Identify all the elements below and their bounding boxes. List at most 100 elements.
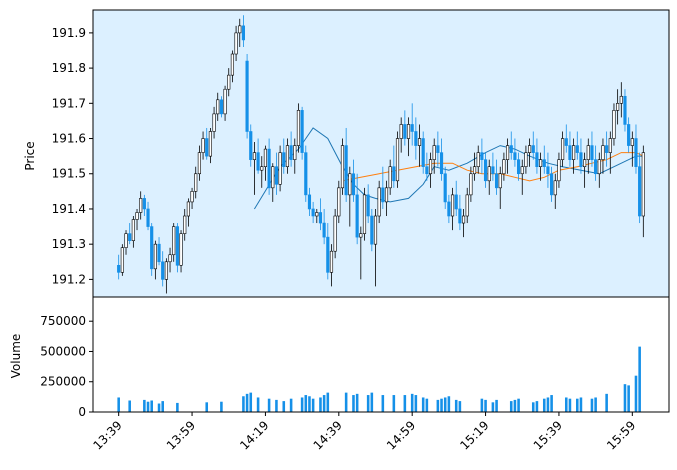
- volume-bar: [297, 400, 300, 412]
- moving-average-line: [342, 152, 644, 182]
- volume-bar: [642, 305, 645, 412]
- volume-bar: [458, 401, 462, 412]
- candle-body: [388, 166, 392, 189]
- candle-body: [572, 145, 576, 160]
- candle-body: [216, 99, 220, 115]
- volume-bar: [443, 397, 447, 412]
- candle-body: [234, 32, 238, 55]
- candle-body: [634, 138, 638, 168]
- volume-bar: [231, 398, 234, 412]
- volume-bar: [564, 397, 568, 412]
- volume-bar: [542, 398, 546, 412]
- volume-bar: [223, 399, 227, 412]
- candle-body: [623, 95, 627, 125]
- volume-bar: [484, 399, 487, 412]
- x-tick-label: 13:59: [164, 418, 198, 452]
- candle-body: [410, 124, 414, 132]
- volume-bar: [352, 395, 355, 412]
- candle-body: [344, 145, 348, 196]
- candle-body: [366, 194, 370, 217]
- candle-body: [447, 201, 451, 217]
- volume-bar: [282, 401, 286, 412]
- candle-body: [263, 148, 268, 168]
- candle-body: [172, 226, 176, 256]
- volume-bar: [388, 393, 392, 412]
- candle-body: [542, 159, 546, 168]
- volume-bar: [469, 399, 473, 412]
- price-axis-label: Price: [23, 141, 37, 170]
- candle-body: [326, 236, 330, 273]
- volume-bar: [234, 397, 238, 412]
- volume-bar: [139, 398, 142, 412]
- candle-body: [337, 187, 341, 217]
- candle-body: [267, 148, 271, 189]
- candle-body: [124, 233, 128, 248]
- volume-bar: [528, 401, 531, 412]
- volume-bar: [480, 398, 484, 412]
- candle-body: [384, 187, 389, 203]
- volume-bar: [344, 392, 348, 412]
- volume-bar: [374, 391, 377, 412]
- volume-bar: [242, 396, 245, 412]
- candle-body: [307, 194, 312, 210]
- volume-bar: [638, 346, 641, 412]
- candle-body: [425, 166, 429, 175]
- candle-body: [550, 173, 554, 196]
- candle-body: [594, 159, 598, 175]
- candle-body: [238, 25, 242, 34]
- candle-body: [472, 166, 477, 175]
- candle-body: [168, 254, 172, 263]
- volume-bar: [286, 401, 289, 412]
- volume-bar: [396, 392, 399, 412]
- volume-bar: [157, 403, 161, 412]
- candle-body: [208, 131, 212, 157]
- volume-bar: [509, 401, 513, 412]
- candle-body: [179, 233, 183, 266]
- candle-body: [285, 145, 290, 168]
- candle-body: [469, 173, 473, 196]
- volume-bar: [429, 399, 432, 412]
- price-tick-label: 191.5: [52, 167, 86, 181]
- volume-bar: [220, 401, 223, 412]
- volume-bar: [128, 400, 131, 412]
- candle-body: [175, 226, 179, 266]
- candle-body: [153, 243, 157, 270]
- volume-bar: [253, 395, 256, 412]
- volume-axis-label: Volume: [9, 334, 23, 379]
- candle-body: [333, 215, 337, 252]
- x-tick-label: 14:59: [384, 418, 418, 452]
- volume-bar: [341, 396, 344, 412]
- volume-bar: [399, 393, 403, 412]
- candle-body: [528, 145, 532, 153]
- volume-bar: [513, 399, 517, 412]
- x-tick-label: 13:39: [90, 418, 124, 452]
- candle-body: [300, 110, 304, 153]
- volume-bar: [150, 400, 153, 412]
- volume-bar: [440, 398, 443, 412]
- candle-body: [245, 60, 249, 132]
- volume-bar: [598, 396, 601, 412]
- volume-bar: [447, 396, 451, 412]
- candle-body: [502, 159, 506, 175]
- candle-body: [627, 124, 631, 146]
- volume-bar: [535, 401, 539, 412]
- candle-body: [212, 113, 216, 132]
- candle-body: [436, 145, 440, 153]
- x-tick-label: 14:39: [311, 418, 345, 452]
- candle-body: [428, 159, 433, 175]
- volume-tick-label: 250000: [40, 375, 86, 389]
- candle-body: [164, 261, 168, 280]
- candle-body: [271, 166, 275, 189]
- volume-tick-label: 0: [78, 405, 86, 419]
- candle-body: [575, 145, 579, 153]
- volume-bar: [436, 399, 440, 412]
- volume-bar: [212, 398, 216, 412]
- volume-bar: [194, 401, 198, 412]
- volume-bar: [550, 395, 553, 412]
- candle-body: [282, 152, 286, 168]
- candle-body: [392, 166, 396, 182]
- volume-bar: [553, 396, 557, 412]
- volume-bar: [256, 397, 260, 412]
- candle-body: [498, 173, 502, 189]
